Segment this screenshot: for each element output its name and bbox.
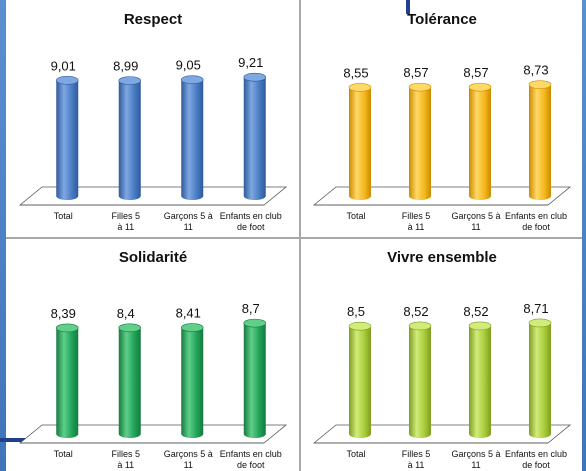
bar-total bbox=[56, 80, 79, 200]
value-label: 8,52 bbox=[463, 304, 488, 319]
category-label: Garçons 5 à 11 bbox=[164, 211, 213, 232]
value-label: 8,52 bbox=[403, 304, 428, 319]
bar-top-enfants-en-club-de-foot bbox=[243, 72, 267, 82]
bar-filles-5-a-11 bbox=[409, 87, 431, 200]
chart-title: Tolérance bbox=[407, 11, 477, 28]
accent-bar bbox=[0, 438, 32, 442]
accent-tick bbox=[406, 0, 410, 14]
bar-total bbox=[56, 327, 79, 438]
vertical-divider bbox=[299, 0, 301, 471]
bar-enfants-en-club-de-foot bbox=[529, 84, 551, 200]
bar-top-garcons-5-a-11 bbox=[180, 323, 204, 332]
bar-top-garcons-5-a-11 bbox=[468, 321, 492, 331]
category-label: Total bbox=[54, 449, 73, 459]
bar-top-filles-5-a-11 bbox=[408, 82, 432, 92]
category-label: Garçons 5 à 11 bbox=[164, 449, 213, 470]
value-label: 8,57 bbox=[463, 65, 488, 80]
bar-total bbox=[349, 326, 371, 438]
value-label: 8,71 bbox=[523, 301, 548, 316]
bar-total bbox=[349, 87, 371, 200]
value-label: 8,99 bbox=[113, 59, 138, 74]
bar-top-filles-5-a-11 bbox=[118, 76, 142, 85]
bar-garcons-5-a-11 bbox=[469, 87, 491, 200]
bar-filles-5-a-11 bbox=[118, 80, 141, 200]
bar-top-total bbox=[348, 83, 372, 92]
category-label: Enfants en club de foot bbox=[505, 449, 567, 470]
bar-top-total bbox=[55, 76, 79, 85]
value-label: 8,5 bbox=[347, 304, 365, 319]
category-label: Total bbox=[346, 211, 365, 221]
value-label: 8,41 bbox=[176, 306, 201, 321]
value-label: 9,01 bbox=[51, 58, 76, 73]
bar-top-total bbox=[348, 321, 372, 331]
bar-filles-5-a-11 bbox=[118, 327, 141, 438]
value-label: 8,73 bbox=[523, 63, 548, 78]
chart-title: Vivre ensemble bbox=[387, 249, 497, 266]
chart-title: Solidarité bbox=[119, 249, 187, 266]
category-label: Total bbox=[346, 449, 365, 459]
bar-garcons-5-a-11 bbox=[181, 327, 204, 438]
bar-enfants-en-club-de-foot bbox=[243, 77, 266, 200]
value-label: 8,7 bbox=[242, 301, 260, 316]
bar-enfants-en-club-de-foot bbox=[529, 322, 551, 438]
category-label: Enfants en club de foot bbox=[505, 211, 567, 232]
bar-top-filles-5-a-11 bbox=[118, 323, 142, 333]
bar-top-total bbox=[55, 323, 79, 333]
category-label: Enfants en club de foot bbox=[220, 449, 282, 470]
bar-garcons-5-a-11 bbox=[181, 79, 204, 200]
value-label: 9,21 bbox=[238, 55, 263, 70]
bar-top-garcons-5-a-11 bbox=[468, 82, 492, 92]
category-label: Total bbox=[54, 211, 73, 221]
category-label: Enfants en club de foot bbox=[220, 211, 282, 232]
chart-title: Respect bbox=[124, 11, 182, 28]
value-label: 8,4 bbox=[117, 306, 135, 321]
value-label: 8,57 bbox=[403, 65, 428, 80]
value-label: 8,39 bbox=[51, 306, 76, 321]
bar-top-enfants-en-club-de-foot bbox=[243, 318, 267, 328]
value-label: 8,55 bbox=[343, 65, 368, 80]
bar-top-filles-5-a-11 bbox=[408, 321, 432, 331]
horizontal-divider bbox=[6, 237, 582, 239]
value-label: 9,05 bbox=[176, 58, 201, 73]
bar-enfants-en-club-de-foot bbox=[243, 323, 266, 438]
category-label: Garçons 5 à 11 bbox=[451, 211, 500, 232]
bar-top-enfants-en-club-de-foot bbox=[528, 318, 552, 328]
category-label: Garçons 5 à 11 bbox=[451, 449, 500, 470]
bar-top-enfants-en-club-de-foot bbox=[528, 80, 552, 89]
bar-garcons-5-a-11 bbox=[469, 325, 491, 438]
bar-filles-5-a-11 bbox=[409, 325, 431, 438]
bar-top-garcons-5-a-11 bbox=[180, 75, 204, 84]
